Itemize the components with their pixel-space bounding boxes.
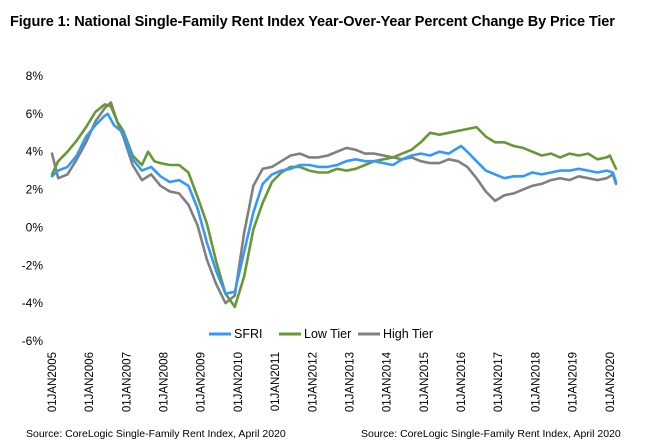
x-tick-label: 01JAN2019 [568,352,580,412]
series-lines [50,101,618,309]
y-tick-label: -6% [22,334,44,348]
x-tick-label: 01JAN2015 [419,352,431,412]
y-tick-label: 8% [26,69,44,83]
y-tick-label: -2% [22,258,44,272]
x-tick-label: 01JAN2013 [344,352,356,412]
x-tick-label: 01JAN2014 [382,351,394,412]
x-tick-label: 01JAN2012 [307,352,319,412]
x-tick-label: 01JAN2018 [530,352,542,412]
y-tick-label: -4% [22,296,44,310]
y-tick-label: 6% [26,107,44,121]
x-tick-label: 01JAN2007 [121,352,133,412]
x-tick-label: 01JAN2016 [456,352,468,412]
y-tick-label: 0% [26,220,44,234]
x-tick-label: 01JAN2008 [159,352,171,412]
legend: SFRI Low Tier High Tier [209,327,433,341]
x-tick-label: 01JAN2011 [270,352,282,411]
legend-label-sfri: SFRI [234,327,262,341]
y-tick-label: 2% [26,183,44,197]
series-line-sfri [50,112,618,295]
x-axis: 01JAN2005 01JAN2006 01JAN2007 01JAN2008 01JA… [47,351,617,412]
y-axis: 8% 6% 4% 2% 0% -2% -4% -6% [22,69,44,348]
series-line-high-tier [50,101,618,305]
x-tick-label: 01JAN2006 [84,352,96,412]
x-tick-label: 01JAN2020 [605,352,617,412]
x-tick-label: 01JAN2005 [47,352,59,412]
x-tick-label: 01JAN2010 [233,352,245,412]
x-tick-label: 01JAN2009 [196,352,208,412]
figure-title: Figure 1: National Single-Family Rent In… [10,14,615,30]
series-line-low-tier [50,103,618,309]
y-tick-label: 4% [26,145,44,159]
source-note-right: Source: CoreLogic Single-Family Rent Ind… [361,428,621,440]
legend-label-high-tier: High Tier [383,327,433,341]
x-tick-label: 01JAN2017 [493,352,505,412]
legend-label-low-tier: Low Tier [304,327,351,341]
source-note-left: Source: CoreLogic Single-Family Rent Ind… [26,428,286,440]
